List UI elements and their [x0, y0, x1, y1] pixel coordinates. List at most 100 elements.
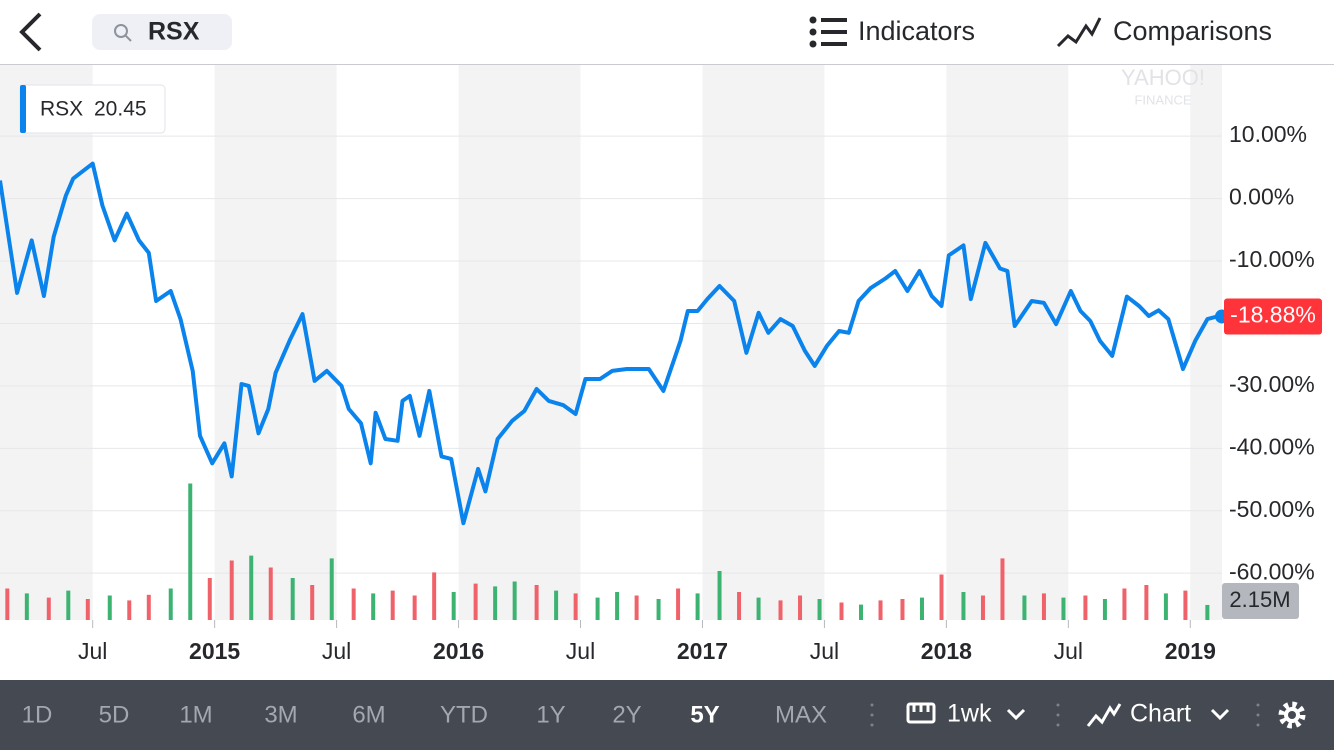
volume-bar [46, 597, 51, 620]
volume-bar [1102, 599, 1107, 620]
range-button[interactable]: 5D [99, 701, 130, 728]
y-tick-label: -60.00% [1229, 558, 1315, 584]
volume-bar [634, 595, 639, 620]
volume-bar [1122, 588, 1127, 620]
volume-bar [390, 590, 395, 620]
legend-price: 20.45 [94, 98, 147, 121]
volume-bar [919, 597, 924, 620]
period-band [458, 65, 581, 620]
back-button[interactable] [19, 12, 42, 52]
volume-bar [939, 574, 944, 620]
search-box[interactable] [92, 14, 232, 50]
interval-icon [906, 702, 936, 724]
volume-bar [839, 602, 844, 620]
interval-chevron [1006, 708, 1026, 721]
search-icon [124, 34, 132, 42]
range-button[interactable]: 2Y [612, 701, 641, 728]
current-label: -18.88% [1230, 302, 1316, 328]
volume-bar [371, 593, 376, 620]
volume-bar [900, 599, 905, 620]
volume-bar [859, 604, 864, 620]
search-text[interactable]: RSX [148, 18, 200, 46]
chart-type-chevron [1210, 708, 1230, 721]
indicators-icon [809, 16, 847, 48]
x-tick-label: 2019 [1165, 638, 1216, 664]
volume-bar [534, 585, 539, 620]
y-tick-label: -50.00% [1229, 496, 1315, 522]
volume-bar [817, 599, 822, 620]
y-tick-label: -10.00% [1229, 246, 1315, 272]
comparisons-icon [1056, 17, 1102, 48]
volume-badge [1222, 582, 1299, 619]
x-tick-label: Jul [1054, 638, 1083, 664]
volume-bar [290, 578, 295, 620]
volume-bar [798, 595, 803, 620]
volume-bar [1061, 597, 1066, 620]
range-button[interactable]: 1D [22, 701, 53, 728]
indicators-button[interactable]: Indicators [858, 16, 975, 46]
range-button[interactable]: 1Y [536, 701, 565, 728]
volume-bar [737, 592, 742, 620]
watermark: FINANCE [1134, 92, 1191, 107]
y-tick-label: 10.00% [1229, 121, 1307, 147]
comparisons-button[interactable]: Comparisons [1113, 16, 1272, 46]
volume-bar [554, 590, 559, 620]
volume-bar [473, 583, 478, 620]
legend-symbol: RSX [40, 98, 83, 121]
settings-button[interactable] [1278, 701, 1306, 729]
range-button[interactable]: 6M [352, 701, 385, 728]
volume-bar [127, 600, 132, 620]
period-band [0, 65, 93, 620]
search-icon [114, 24, 128, 38]
volume-bar [695, 593, 700, 620]
x-tick-label: 2016 [433, 638, 484, 664]
x-tick-label: 2015 [189, 638, 240, 664]
x-tick-label: 2017 [677, 638, 728, 664]
volume-label: 2.15M [1229, 587, 1290, 612]
current-badge [1224, 298, 1322, 335]
y-tick-label: -30.00% [1229, 371, 1315, 397]
interval-button[interactable]: 1wk [947, 700, 992, 728]
x-tick-label: Jul [78, 638, 107, 664]
range-buttons: 1D 5D 1M 3M 6M YTD 1Y 2Y 5Y MAX [22, 701, 827, 728]
volume-bar [85, 599, 90, 620]
volume-bar [756, 597, 761, 620]
volume-bar [1000, 558, 1005, 620]
volume-bar [66, 590, 71, 620]
chart: 10.00%0.00%-10.00%-20.00%-30.00%-40.00%-… [0, 65, 1322, 664]
volume-bar [717, 571, 722, 620]
volume-bar [188, 483, 193, 620]
volume-bar [615, 592, 620, 620]
watermark: YAHOO! [1121, 65, 1205, 90]
chart-type-button[interactable]: Chart [1130, 700, 1191, 728]
volume-bar [595, 597, 600, 620]
range-button[interactable]: 5Y [690, 701, 719, 728]
legend-swatch [20, 85, 26, 133]
x-tick-label: Jul [810, 638, 839, 664]
chart-type-icon [1086, 703, 1122, 727]
volume-bar [249, 555, 254, 620]
volume-bar [1163, 593, 1168, 620]
range-button[interactable]: MAX [775, 701, 827, 728]
separator [870, 703, 1260, 727]
volume-bar [268, 567, 273, 620]
period-band [946, 65, 1069, 620]
y-tick-label: -40.00% [1229, 433, 1315, 459]
x-tick-label: Jul [322, 638, 351, 664]
volume-bar [412, 595, 417, 620]
volume-bar [493, 586, 498, 620]
period-band [214, 65, 337, 620]
volume-bar [778, 600, 783, 620]
volume-bar [656, 599, 661, 620]
range-button[interactable]: 3M [264, 701, 297, 728]
volume-bar [512, 581, 517, 620]
range-button[interactable]: YTD [440, 701, 488, 728]
range-button[interactable]: 1M [179, 701, 212, 728]
volume-bar [451, 592, 456, 620]
y-tick-label: 0.00% [1229, 184, 1294, 210]
volume-bar [878, 600, 883, 620]
volume-bar [1144, 585, 1149, 620]
volume-bar [229, 560, 234, 620]
